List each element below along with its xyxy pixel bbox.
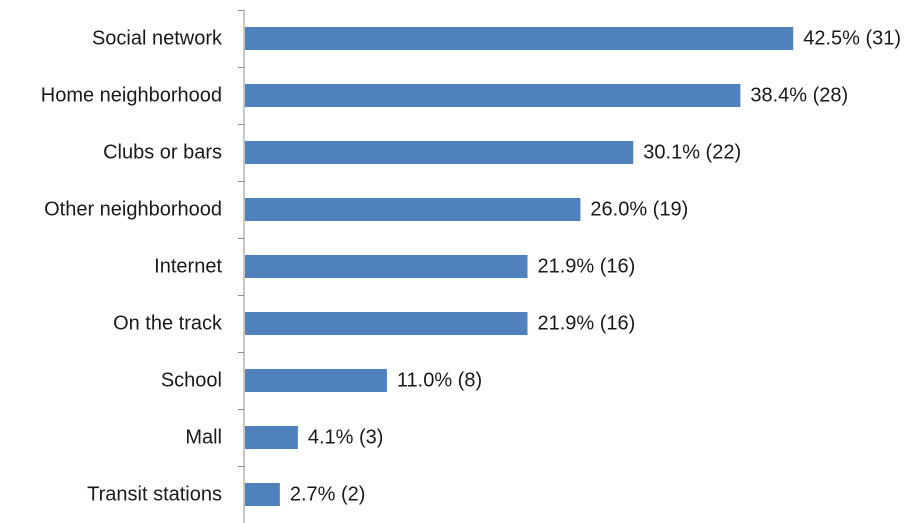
data-label: 4.1% (3): [308, 427, 384, 449]
data-label: 21.9% (16): [538, 313, 636, 335]
category-label: On the track: [113, 313, 223, 335]
bar-on-the-track: [245, 312, 528, 335]
data-label: 21.9% (16): [538, 256, 636, 278]
category-label: Mall: [185, 427, 222, 449]
chart-axis: [238, 10, 245, 523]
bar-other-neighborhood: [245, 198, 581, 221]
category-label: Clubs or bars: [103, 142, 222, 164]
data-label: 30.1% (22): [643, 142, 741, 164]
category-labels: Social network Home neighborhood Clubs or …: [41, 28, 223, 506]
bar-mall: [245, 426, 298, 449]
bar-school: [245, 369, 387, 392]
bar-transit-stations: [245, 483, 280, 506]
category-label: Home neighborhood: [41, 85, 222, 107]
bar-home-neighborhood: [245, 84, 741, 107]
data-label: 42.5% (31): [803, 28, 901, 50]
data-label: 38.4% (28): [750, 85, 848, 107]
data-labels: 42.5% (31) 38.4% (28) 30.1% (22) 26.0% (19)…: [290, 28, 901, 506]
bar-social-network: [245, 27, 794, 50]
data-label: 26.0% (19): [590, 199, 688, 221]
data-label: 2.7% (2): [290, 484, 366, 506]
category-label: Other neighborhood: [44, 199, 222, 221]
category-label: Social network: [92, 28, 223, 50]
category-label: Internet: [154, 256, 222, 278]
bar-internet: [245, 255, 528, 278]
category-label: School: [161, 370, 222, 392]
chart-bars: [245, 27, 794, 506]
category-label: Transit stations: [87, 484, 222, 506]
bar-clubs-or-bars: [245, 141, 634, 164]
data-label: 11.0% (8): [397, 370, 482, 392]
